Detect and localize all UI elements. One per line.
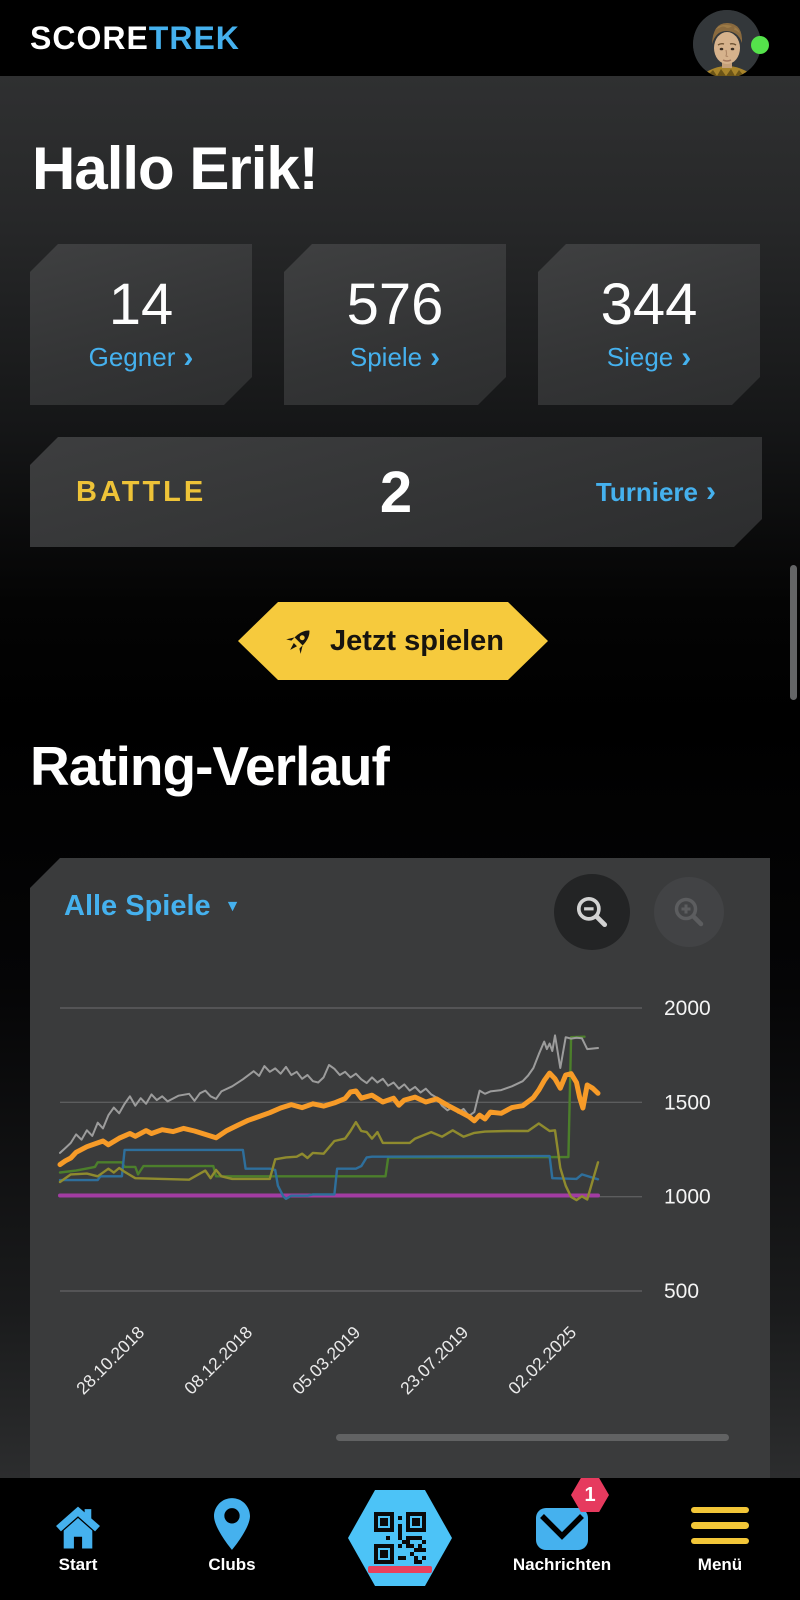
app-header: SCORETREK [0,0,800,76]
qr-code-icon [374,1512,426,1564]
stat-value: 344 [600,272,698,337]
badge-count: 1 [584,1483,596,1506]
y-axis-label: 1500 [664,1091,711,1114]
stat-label: Gegner [88,342,176,372]
chart-horizontal-scrollbar[interactable] [336,1434,729,1441]
game-filter-dropdown[interactable]: Alle Spiele ▼ [64,890,241,923]
location-pin-icon [214,1498,250,1550]
turniere-link[interactable]: Turniere › [596,477,716,508]
nav-item-start[interactable]: Start [13,1492,143,1575]
magnifier-plus-icon [674,897,704,927]
nav-label-menu: Menü [697,1555,743,1574]
y-axis-label: 500 [664,1280,699,1303]
zoom-out-button[interactable] [554,874,630,950]
zoom-in-button[interactable] [654,877,724,947]
caret-down-icon: ▼ [224,897,241,915]
hamburger-menu-icon [691,1506,749,1544]
home-icon [56,1506,100,1549]
rating-chart[interactable]: 2000 1500 1000 500 [30,858,770,1478]
stat-value: 576 [346,272,444,337]
bottom-nav: Start Clubs 1 Nachrichten Menü [0,1478,800,1600]
greeting-title: Hallo Erik! [32,135,319,202]
rating-section: Rating-Verlauf 2000 1500 1000 500 Alle Spie… [0,718,800,1478]
dashboard-section: Hallo Erik! 14 Gegner › 576 Spiele › 344 S… [0,76,800,718]
nav-item-nachrichten[interactable]: 1 Nachrichten [497,1478,627,1575]
avatar-portrait [693,10,761,78]
chevron-right-icon: › [706,475,716,508]
stat-value: 14 [108,272,174,337]
series-orange-rating-main [57,1070,601,1168]
nav-label-start: Start [58,1555,98,1574]
battle-title: BATTLE [76,475,207,508]
app-logo: SCORETREK [30,0,240,76]
nav-item-clubs[interactable]: Clubs [167,1492,297,1575]
chevron-right-icon: › [681,340,692,374]
stat-label: Siege [606,342,674,372]
qr-scan-button[interactable] [348,1490,452,1586]
rating-chart-card: 2000 1500 1000 500 Alle Spiele ▼ [30,858,770,1478]
logo-primary: SCORE [30,20,149,56]
series-olive-rating [58,1120,600,1202]
nav-label-nachrichten: Nachrichten [512,1555,612,1574]
series-gray-rating [59,1034,599,1154]
magnifier-minus-icon [576,896,608,928]
battle-card[interactable]: BATTLE 2 Turniere › [30,437,762,547]
play-now-button[interactable]: Jetzt spielen [238,602,548,680]
nav-label-clubs: Clubs [208,1555,256,1574]
stat-card-gegner[interactable]: 14 Gegner › [30,244,252,405]
series-blue-rating [58,1148,600,1201]
stat-link-gegner[interactable]: Gegner › [89,342,194,373]
stat-link-spiele[interactable]: Spiele › [350,342,440,373]
scan-line [368,1566,432,1573]
y-axis-label: 2000 [664,997,711,1020]
chevron-right-icon: › [430,340,441,374]
logo-accent: TREK [148,20,240,56]
battle-count: 2 [379,459,413,525]
rating-section-title: Rating-Verlauf [30,735,390,797]
stat-label: Spiele [349,342,423,372]
nav-item-menu[interactable]: Menü [655,1492,785,1575]
chevron-right-icon: › [183,340,194,374]
page-scrollbar[interactable] [790,565,797,700]
stat-card-spiele[interactable]: 576 Spiele › [284,244,506,405]
envelope-icon [536,1508,588,1550]
play-now-label: Jetzt spielen [329,624,505,657]
rocket-icon [282,624,316,658]
game-filter-label: Alle Spiele [64,890,211,922]
y-axis-label: 1000 [664,1186,711,1209]
avatar[interactable] [693,10,761,78]
stat-card-siege[interactable]: 344 Siege › [538,244,760,405]
turniere-label: Turniere [595,476,698,507]
stat-link-siege[interactable]: Siege › [607,342,692,373]
online-status-dot [751,36,769,54]
